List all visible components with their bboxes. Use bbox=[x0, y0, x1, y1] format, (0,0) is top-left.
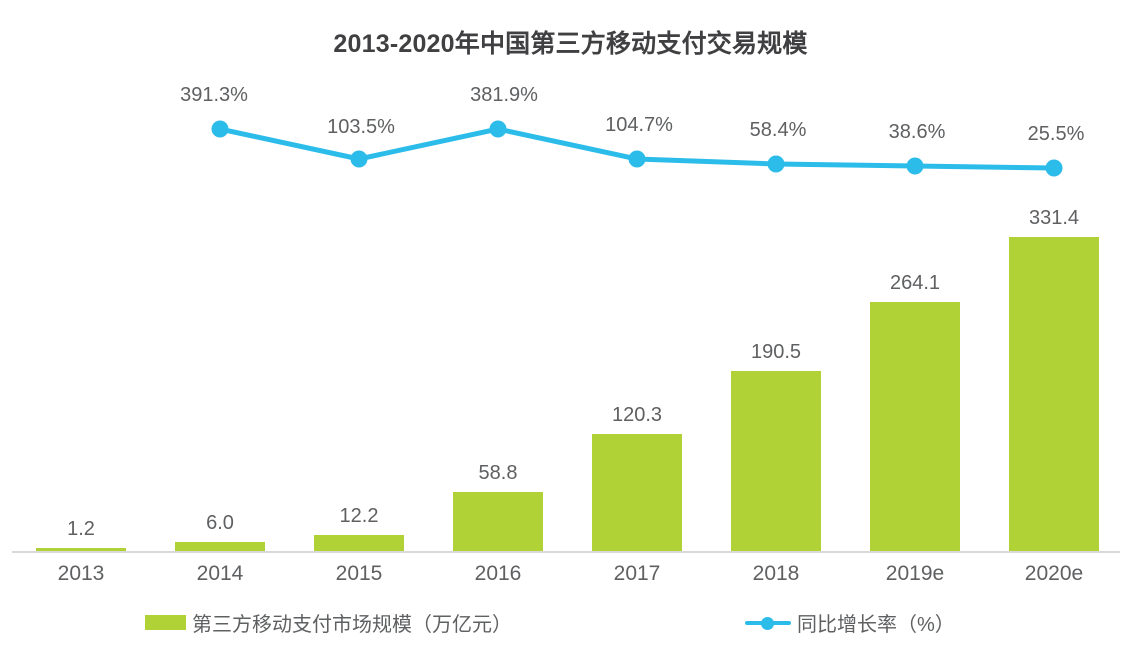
bar-value-label-2014: 6.0 bbox=[206, 512, 234, 534]
legend-item-line-series[interactable]: 同比增长率（%） bbox=[745, 608, 955, 637]
x-tick-2016: 2016 bbox=[474, 562, 522, 585]
x-tick-2020e: 2020e bbox=[1024, 562, 1084, 585]
bar-value-label-2016: 58.8 bbox=[478, 462, 518, 484]
bar-value-label-2019e: 264.1 bbox=[889, 272, 941, 294]
line-value-label-2020e: 25.5% bbox=[1027, 123, 1085, 145]
line-value-label-2019e: 38.6% bbox=[888, 121, 946, 143]
bar-2016[interactable] bbox=[453, 492, 543, 552]
line-value-label-2015: 103.5% bbox=[327, 116, 395, 138]
bar-2018[interactable] bbox=[731, 371, 821, 552]
x-tick-2018: 2018 bbox=[752, 562, 800, 585]
chart-legend: 第三方移动支付市场规模（万亿元） 同比增长率（%） bbox=[0, 608, 1141, 642]
legend-line-marker-icon bbox=[745, 615, 791, 631]
bar-2014[interactable] bbox=[175, 542, 265, 552]
chart-title: 2013-2020年中国第三方移动支付交易规模 bbox=[333, 30, 808, 58]
bar-2019e[interactable] bbox=[870, 302, 960, 552]
bar-2013[interactable] bbox=[36, 548, 126, 552]
legend-bar-swatch-icon bbox=[145, 615, 186, 630]
x-tick-2014: 2014 bbox=[196, 562, 244, 585]
line-value-label-2018: 58.4% bbox=[749, 119, 807, 141]
bar-2015[interactable] bbox=[314, 535, 404, 552]
bar-value-label-2018: 190.5 bbox=[750, 341, 802, 363]
plot-area: 1.2 6.0 12.2 58.8 120.3 190.5 264.1 331.… bbox=[12, 84, 1120, 553]
bar-value-label-2020e: 331.4 bbox=[1028, 207, 1080, 229]
line-value-label-2017: 104.7% bbox=[605, 114, 673, 136]
x-tick-2013: 2013 bbox=[57, 562, 105, 585]
bar-value-label-2013: 1.2 bbox=[67, 518, 95, 540]
bar-2020e[interactable] bbox=[1009, 237, 1099, 552]
line-value-label-2014: 391.3% bbox=[180, 84, 248, 106]
x-tick-2015: 2015 bbox=[335, 562, 383, 585]
bar-2017[interactable] bbox=[592, 434, 682, 552]
legend-line-label: 同比增长率（%） bbox=[797, 614, 955, 636]
bar-value-label-2015: 12.2 bbox=[339, 505, 379, 527]
legend-bar-label: 第三方移动支付市场规模（万亿元） bbox=[192, 614, 512, 636]
bar-value-label-2017: 120.3 bbox=[611, 404, 663, 426]
x-tick-2019e: 2019e bbox=[885, 562, 945, 585]
x-tick-2017: 2017 bbox=[613, 562, 661, 585]
legend-item-bar-series[interactable]: 第三方移动支付市场规模（万亿元） bbox=[145, 608, 512, 637]
x-axis-line bbox=[12, 551, 1120, 553]
x-axis: 2013 2014 2015 2016 2017 2018 2019e 2020… bbox=[0, 562, 1141, 602]
line-value-label-2016: 381.9% bbox=[470, 84, 538, 106]
bar-series-layer bbox=[36, 237, 1099, 552]
